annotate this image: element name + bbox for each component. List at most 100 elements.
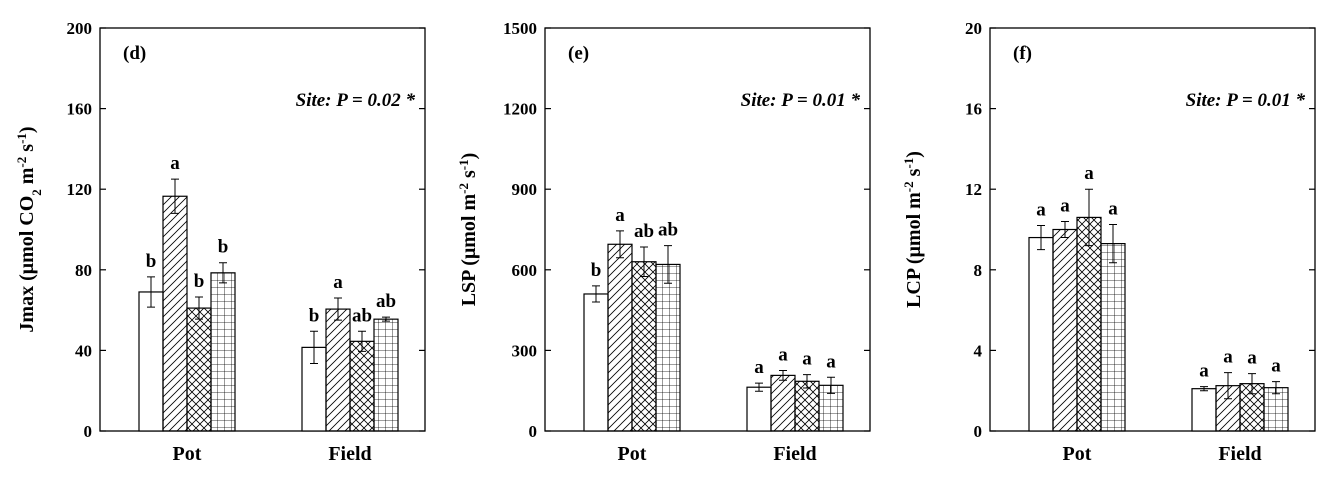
y-tick-label: 160: [67, 100, 93, 119]
error-bar: [1272, 381, 1280, 395]
y-tick-label: 0: [529, 422, 538, 441]
error-bar: [1248, 373, 1256, 395]
significance-letter: b: [194, 271, 205, 292]
significance-letter: b: [591, 260, 602, 281]
bar: [655, 263, 681, 432]
error-bar: [1061, 220, 1069, 239]
y-tick-label: 20: [965, 19, 982, 38]
bar: [162, 195, 188, 432]
significance-letter: ab: [658, 220, 678, 241]
significance-letter: a: [1223, 347, 1233, 368]
y-tick-label: 120: [67, 180, 93, 199]
significance-letter: ab: [352, 305, 372, 326]
y-tick-label: 8: [974, 261, 983, 280]
y-tick-label: 12: [965, 180, 982, 199]
bar: [770, 374, 796, 432]
y-axis-label: LSP (μmol m-2 s-1): [456, 153, 481, 307]
significance-letter: a: [754, 357, 764, 378]
error-bar: [171, 178, 179, 214]
y-tick-label: 1500: [503, 19, 537, 38]
x-category-label: Field: [328, 443, 371, 465]
x-category-label: Pot: [618, 443, 647, 465]
significance-letter: b: [146, 251, 157, 272]
plot-frame: [99, 27, 426, 432]
significance-letter: a: [333, 272, 343, 293]
significance-letter: a: [1271, 356, 1281, 377]
plot-frame: [989, 27, 1316, 432]
y-tick-label: 16: [965, 100, 982, 119]
y-tick-label: 600: [512, 261, 538, 280]
error-bar: [382, 316, 390, 322]
panel-label: (d): [123, 43, 146, 64]
significance-letter: b: [309, 305, 320, 326]
chart-svg: 0 4 8 12 16 20 LCP (μmol m-2 s-1) (f) Site: P = …: [901, 19, 1316, 465]
error-bar: [1200, 386, 1208, 392]
significance-annotation: Site: P = 0.01 *: [1186, 90, 1306, 111]
x-category-label: Pot: [1063, 443, 1092, 465]
x-category-label: Pot: [173, 443, 202, 465]
y-tick-label: 0: [84, 422, 93, 441]
x-category-label: Field: [773, 443, 816, 465]
significance-letter: a: [170, 153, 180, 174]
bar: [1028, 236, 1054, 432]
error-bar: [358, 330, 366, 352]
error-bar: [1085, 188, 1093, 247]
bar: [746, 386, 772, 432]
chart-svg: 0 40 80 120 160 200 Jmax (μmol CO2 m-2 s-1) (d)…: [14, 19, 426, 465]
error-bar: [779, 370, 787, 381]
error-bar: [1037, 224, 1045, 251]
bar: [138, 291, 164, 432]
significance-letter: a: [1247, 348, 1257, 369]
significance-letter: a: [615, 205, 625, 226]
significance-letter: a: [826, 351, 836, 372]
bar: [210, 272, 236, 432]
error-bar: [616, 230, 624, 259]
significance-letter: ab: [376, 291, 396, 312]
y-tick-label: 4: [974, 341, 983, 360]
y-axis-label: Jmax (μmol CO2 m-2 s-1): [14, 126, 44, 332]
plot-frame: [544, 27, 871, 432]
significance-letter: a: [1060, 195, 1070, 216]
significance-letter: b: [218, 237, 229, 258]
significance-annotation: Site: P = 0.01 *: [741, 90, 861, 111]
y-tick-label: 80: [75, 261, 92, 280]
bar: [794, 380, 820, 432]
bar: [583, 293, 609, 432]
y-tick-label: 40: [75, 341, 92, 360]
bar: [1100, 243, 1126, 432]
chart-panel-f: 0 4 8 12 16 20 LCP (μmol m-2 s-1) (f) Site: P = …: [890, 0, 1335, 483]
error-bar: [1109, 223, 1117, 264]
chart-panel-d: 0 40 80 120 160 200 Jmax (μmol CO2 m-2 s-1) (d)…: [0, 0, 445, 483]
error-bar: [640, 246, 648, 278]
chart-svg: 0 300 600 900 1200 1500 LSP (μmol m-2 s-1) (e) S…: [456, 19, 871, 465]
error-bar: [219, 262, 227, 284]
bar: [186, 307, 212, 432]
error-bar: [195, 296, 203, 320]
significance-letter: a: [1199, 361, 1209, 382]
significance-letter: a: [1108, 198, 1118, 219]
significance-letter: a: [802, 349, 812, 370]
error-bar: [310, 330, 318, 364]
bar: [1263, 387, 1289, 432]
error-bar: [755, 382, 763, 392]
error-bar: [1224, 372, 1232, 400]
significance-letter: a: [778, 345, 788, 366]
bar: [1052, 228, 1078, 432]
bar: [373, 318, 399, 432]
significance-annotation: Site: P = 0.02 *: [296, 90, 416, 111]
bar: [349, 340, 375, 432]
y-tick-label: 0: [974, 422, 983, 441]
error-bar: [803, 374, 811, 389]
bar: [1076, 216, 1102, 432]
bar: [325, 308, 351, 432]
error-bar: [827, 376, 835, 394]
y-tick-label: 200: [67, 19, 93, 38]
panel-label: (e): [568, 43, 589, 64]
significance-letter: ab: [634, 221, 654, 242]
error-bar: [147, 276, 155, 308]
chart-panel-e: 0 300 600 900 1200 1500 LSP (μmol m-2 s-1) (e) S…: [445, 0, 890, 483]
bar: [631, 261, 657, 432]
significance-letter: a: [1084, 163, 1094, 184]
bar: [607, 243, 633, 432]
error-bar: [592, 285, 600, 303]
